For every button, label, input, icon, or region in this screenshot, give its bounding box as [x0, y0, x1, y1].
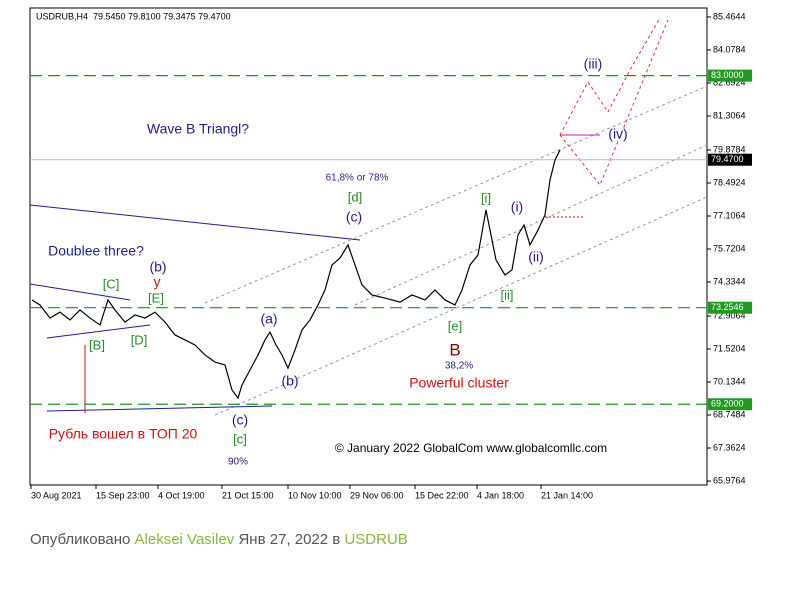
annotation: 38,2% [445, 361, 473, 372]
x-tick-label: 10 Nov 10:00 [288, 490, 342, 500]
channel-line [204, 85, 708, 304]
annotation: [i] [481, 190, 491, 205]
y-tick-label: 82.6924 [713, 77, 746, 87]
annotation: [E] [148, 290, 164, 305]
annotation: (iii) [584, 56, 603, 72]
level-label: 73.2546 [711, 302, 744, 312]
chart-title: USDRUB,H4 79.5450 79.8100 79.3475 79.470… [36, 11, 231, 21]
projection [559, 17, 661, 136]
annotation: (c) [346, 209, 362, 225]
annotation: Powerful cluster [409, 375, 509, 391]
y-tick-label: 74.3344 [713, 276, 746, 286]
annotation: [C] [103, 276, 120, 291]
y-tick-label: 71.5204 [713, 343, 746, 353]
x-tick-label: 15 Sep 23:00 [96, 490, 150, 500]
annotation: [ii] [501, 287, 514, 302]
x-tick-label: 30 Aug 2021 [31, 490, 82, 500]
y-tick-label: 78.4924 [713, 177, 746, 187]
annotations: (iii) (iv) Wave B Triangl? 61,8% or 78% … [48, 56, 628, 468]
annotation: (iv) [608, 126, 627, 142]
copyright: © January 2022 GlobalCom www.globalcomll… [335, 441, 607, 455]
annotation: (b) [281, 373, 298, 389]
y-tick-label: 67.3624 [713, 442, 746, 452]
last-price-box [708, 153, 752, 166]
date: Янв 27, 2022 [238, 531, 328, 548]
annotation: [e] [448, 318, 462, 333]
annotation: y [154, 274, 161, 290]
x-tick-label: 15 Dec 22:00 [415, 490, 469, 500]
annotation: 61,8% or 78% [326, 173, 389, 184]
annotation: (c) [232, 412, 248, 428]
y-tick-label: 79.8784 [713, 144, 746, 154]
y-tick-label: 85.4644 [713, 11, 746, 21]
footer-in: в [332, 531, 340, 548]
x-tick-label: 21 Oct 15:00 [222, 490, 274, 500]
y-tick-label: 65.9764 [713, 475, 746, 485]
annotation: Рубль вошел в ТОП 20 [49, 426, 198, 442]
y-tick-label: 81.3064 [713, 110, 746, 120]
annotation: [B] [89, 337, 105, 352]
level-box [708, 69, 752, 82]
y-tick-label: 75.7204 [713, 243, 746, 253]
trend-line [29, 283, 131, 301]
x-tick-label: 4 Oct 19:00 [158, 490, 205, 500]
trend-line [29, 204, 361, 241]
y-tick-label: 77.1064 [713, 210, 746, 220]
annotation: (a) [260, 311, 277, 327]
annotation: (i) [511, 199, 523, 215]
x-tick-label: 29 Nov 06:00 [350, 490, 404, 500]
level-box [708, 398, 752, 411]
y-tick-label: 72.9064 [713, 310, 746, 320]
annotation: (ii) [528, 249, 544, 265]
annotation: [c] [233, 431, 247, 446]
channels [204, 85, 708, 416]
annotation: [D] [131, 332, 148, 347]
x-tick-label: 21 Jan 14:00 [541, 490, 593, 500]
footer-prefix: Опубликовано [30, 531, 130, 548]
level-box [708, 301, 752, 314]
channel-line [354, 144, 708, 306]
trend-line [46, 324, 151, 339]
x-tick-label: 4 Jan 18:00 [477, 490, 524, 500]
annotation: B [449, 340, 460, 359]
annotation: (b) [149, 259, 166, 275]
footer: Опубликовано Aleksei Vasilev Янв 27, 202… [30, 531, 408, 548]
annotation: Doublee three? [48, 243, 144, 259]
y-tick-label: 84.0784 [713, 44, 746, 54]
y-tick-label: 68.7484 [713, 409, 746, 419]
last-price-label: 79.4700 [711, 154, 744, 164]
level-label: 83.0000 [711, 70, 744, 80]
symbol-link[interactable]: USDRUB [344, 531, 407, 548]
annotation: 90% [228, 457, 248, 468]
author[interactable]: Aleksei Vasilev [135, 531, 235, 548]
level-label: 69.2000 [711, 399, 744, 409]
price-line [31, 149, 561, 400]
annotation: [d] [348, 189, 362, 204]
y-tick-label: 70.1344 [713, 376, 746, 386]
annotation: Wave B Triangl? [147, 121, 249, 137]
